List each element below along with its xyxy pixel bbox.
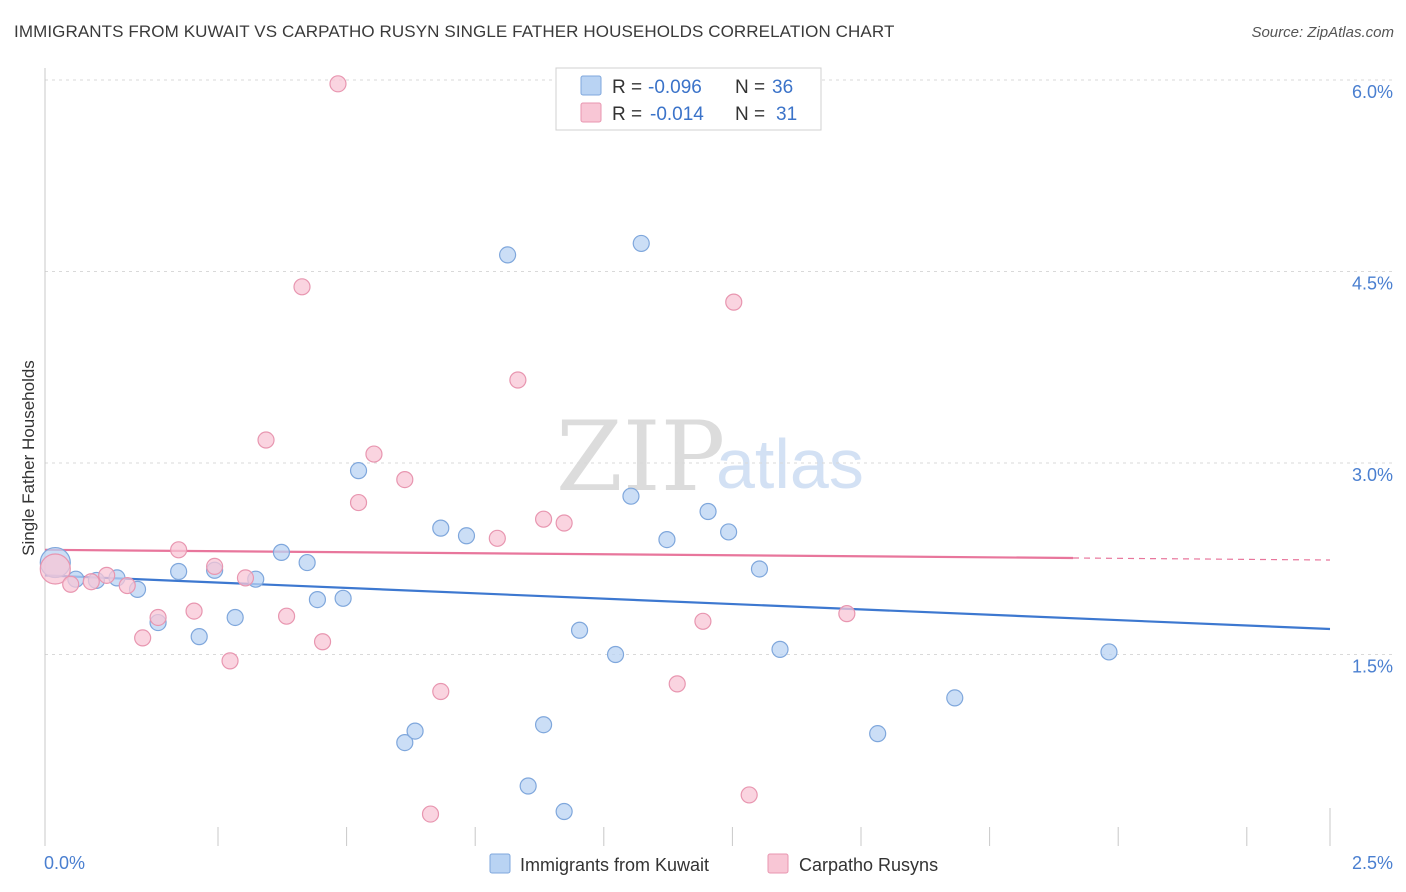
y-tick-label: 3.0% [1352,465,1393,485]
watermark-atlas: atlas [716,425,864,503]
point-rusyn [170,541,188,559]
watermark-zip: ZIP [556,401,725,513]
legend-r-label-1: R = [612,77,642,98]
chart-title: IMMIGRANTS FROM KUWAIT VS CARPATHO RUSYN… [14,22,895,41]
points-layer [39,75,1118,823]
point-rusyn [313,633,332,651]
point-rusyn [396,470,414,489]
legend-r-label-2: R = [612,104,642,125]
point-kuwait [406,722,424,740]
point-rusyn [277,607,296,625]
point-kuwait [499,246,517,264]
top-legend: R = -0.096 N = 36 R = -0.014 N = 31 [555,67,822,131]
trendline-rusyn-extension [1072,557,1331,561]
point-rusyn [555,514,573,532]
point-rusyn [488,529,506,547]
point-kuwait [632,234,650,253]
bottom-legend-swatch-rusyn [767,853,789,874]
point-rusyn [694,612,712,630]
point-rusyn [534,510,553,528]
point-rusyn [329,75,347,93]
point-kuwait [771,640,789,658]
point-kuwait [750,560,769,578]
point-kuwait [349,462,368,480]
point-rusyn [134,629,152,647]
legend-n-label-2: N = [735,104,765,125]
y-tick-label: 4.5% [1352,274,1393,294]
point-rusyn [838,605,856,623]
legend-n-value-1: 36 [772,77,793,98]
point-kuwait [570,621,589,639]
point-kuwait [720,523,738,541]
point-rusyn [257,431,275,449]
y-tick-label: 1.5% [1352,657,1393,677]
point-kuwait [298,553,316,572]
point-rusyn [365,445,383,463]
y-axis-title: Single Father Households [19,360,38,556]
point-kuwait [622,487,640,505]
point-rusyn [98,566,116,584]
point-kuwait [190,628,208,646]
point-rusyn [293,278,311,296]
point-kuwait [334,589,352,607]
point-kuwait [519,777,537,795]
bottom-legend-swatch-kuwait [489,853,511,874]
legend-swatch-rusyn [580,102,602,123]
point-kuwait [272,543,291,561]
bottom-legend-label-kuwait: Immigrants from Kuwait [520,855,709,875]
chart-source: Source: ZipAtlas.com [1251,24,1394,41]
point-rusyn [62,575,80,593]
point-kuwait [396,733,414,752]
point-rusyn [421,805,440,823]
point-kuwait [606,645,625,664]
legend-n-value-2: 31 [776,104,797,125]
grid-layer [45,79,1392,655]
point-kuwait [555,802,573,821]
point-kuwait [432,519,450,537]
x-tick-label: 0.0% [44,853,85,873]
point-rusyn [432,682,450,701]
point-rusyn [82,573,100,591]
legend-r-value-1: -0.096 [648,77,702,98]
point-kuwait [1100,643,1118,661]
bottom-legend: Immigrants from Kuwait Carpatho Rusyns [489,853,938,875]
trendline-rusyn [44,548,1074,560]
legend-n-label-1: N = [735,77,765,98]
y-tick-label: 6.0% [1352,82,1393,102]
point-kuwait [457,527,476,545]
point-kuwait [658,530,676,549]
point-rusyn [509,371,527,389]
point-rusyn [149,608,167,627]
point-rusyn [740,786,758,804]
legend-r-value-2: -0.014 [650,104,704,125]
point-kuwait [869,725,887,743]
point-kuwait [226,608,244,627]
point-rusyn [221,652,239,670]
legend-swatch-kuwait [580,75,602,96]
point-kuwait [946,689,964,707]
point-rusyn [206,557,224,576]
point-kuwait [534,716,553,734]
watermark: ZIP atlas [556,401,864,513]
point-rusyn [668,675,686,693]
point-kuwait [699,502,717,521]
point-rusyn [725,293,743,311]
bottom-legend-label-rusyn: Carpatho Rusyns [799,855,938,875]
point-kuwait [170,562,188,581]
axis-layer: 1.5% 3.0% 4.5% 6.0% 0.0% 2.5% [44,68,1393,873]
point-rusyn [39,553,71,585]
x-tick-label: 2.5% [1352,853,1393,873]
point-rusyn [236,569,255,587]
point-rusyn [349,493,368,512]
point-kuwait [308,591,327,609]
point-rusyn [118,576,136,595]
point-rusyn [185,602,203,620]
